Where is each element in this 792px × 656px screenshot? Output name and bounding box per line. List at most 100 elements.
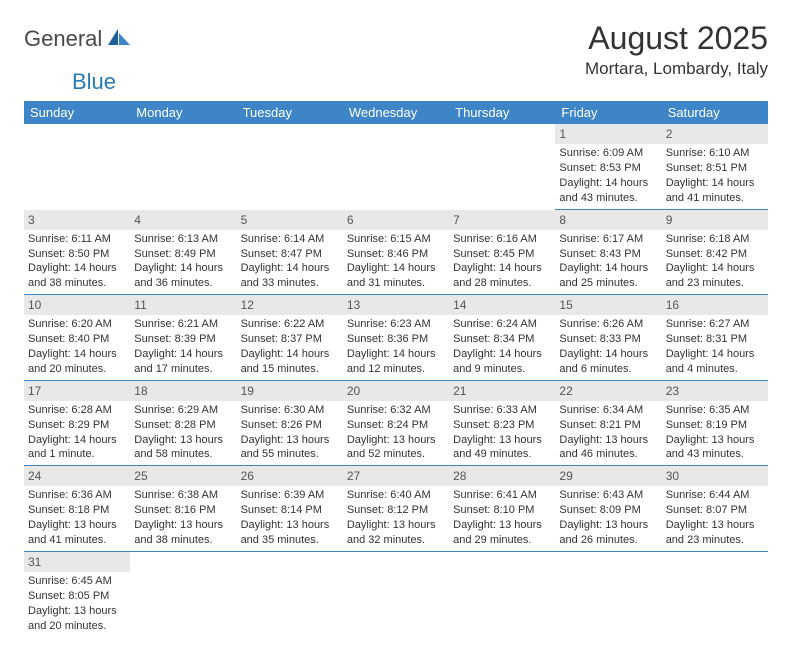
location: Mortara, Lombardy, Italy: [585, 59, 768, 79]
calendar-cell: 25Sunrise: 6:38 AMSunset: 8:16 PMDayligh…: [130, 466, 236, 552]
daylight-text: Daylight: 14 hours and 1 minute.: [28, 433, 126, 463]
weekday-header-row: Sunday Monday Tuesday Wednesday Thursday…: [24, 101, 768, 124]
day-number: 11: [130, 295, 236, 315]
calendar-cell: [449, 552, 555, 637]
daylight-text: Daylight: 13 hours and 49 minutes.: [453, 433, 551, 463]
daylight-text: Daylight: 14 hours and 38 minutes.: [28, 261, 126, 291]
sunrise-text: Sunrise: 6:26 AM: [559, 317, 657, 332]
daylight-text: Daylight: 14 hours and 28 minutes.: [453, 261, 551, 291]
day-number: 18: [130, 381, 236, 401]
sunset-text: Sunset: 8:46 PM: [347, 247, 445, 262]
sunrise-text: Sunrise: 6:33 AM: [453, 403, 551, 418]
sunrise-text: Sunrise: 6:09 AM: [559, 146, 657, 161]
daylight-text: Daylight: 14 hours and 31 minutes.: [347, 261, 445, 291]
day-number: 20: [343, 381, 449, 401]
day-number: 30: [662, 466, 768, 486]
day-number: 19: [237, 381, 343, 401]
sunrise-text: Sunrise: 6:35 AM: [666, 403, 764, 418]
calendar-cell: [130, 124, 236, 210]
day-number: 12: [237, 295, 343, 315]
sunset-text: Sunset: 8:24 PM: [347, 418, 445, 433]
sunset-text: Sunset: 8:36 PM: [347, 332, 445, 347]
day-details: Sunrise: 6:40 AMSunset: 8:12 PMDaylight:…: [343, 486, 449, 551]
sunset-text: Sunset: 8:21 PM: [559, 418, 657, 433]
daylight-text: Daylight: 13 hours and 46 minutes.: [559, 433, 657, 463]
sunset-text: Sunset: 8:19 PM: [666, 418, 764, 433]
sunset-text: Sunset: 8:26 PM: [241, 418, 339, 433]
daylight-text: Daylight: 14 hours and 20 minutes.: [28, 347, 126, 377]
weekday-header: Wednesday: [343, 101, 449, 124]
logo-sail-icon: [106, 27, 132, 52]
daylight-text: Daylight: 13 hours and 35 minutes.: [241, 518, 339, 548]
daylight-text: Daylight: 13 hours and 29 minutes.: [453, 518, 551, 548]
day-details: Sunrise: 6:32 AMSunset: 8:24 PMDaylight:…: [343, 401, 449, 466]
day-number: 7: [449, 210, 555, 230]
daylight-text: Daylight: 14 hours and 15 minutes.: [241, 347, 339, 377]
empty-cell: [555, 552, 661, 624]
day-number: 6: [343, 210, 449, 230]
day-number: 13: [343, 295, 449, 315]
daylight-text: Daylight: 13 hours and 55 minutes.: [241, 433, 339, 463]
day-number: 15: [555, 295, 661, 315]
empty-cell: [449, 552, 555, 624]
sunrise-text: Sunrise: 6:44 AM: [666, 488, 764, 503]
calendar-cell: 20Sunrise: 6:32 AMSunset: 8:24 PMDayligh…: [343, 381, 449, 467]
sunrise-text: Sunrise: 6:23 AM: [347, 317, 445, 332]
sunrise-text: Sunrise: 6:14 AM: [241, 232, 339, 247]
calendar-cell: 21Sunrise: 6:33 AMSunset: 8:23 PMDayligh…: [449, 381, 555, 467]
sunrise-text: Sunrise: 6:17 AM: [559, 232, 657, 247]
calendar-cell: 22Sunrise: 6:34 AMSunset: 8:21 PMDayligh…: [555, 381, 661, 467]
sunset-text: Sunset: 8:10 PM: [453, 503, 551, 518]
calendar-cell: [449, 124, 555, 210]
calendar-cell: [237, 552, 343, 637]
calendar-cell: 19Sunrise: 6:30 AMSunset: 8:26 PMDayligh…: [237, 381, 343, 467]
calendar-row: 3Sunrise: 6:11 AMSunset: 8:50 PMDaylight…: [24, 210, 768, 296]
day-details: Sunrise: 6:41 AMSunset: 8:10 PMDaylight:…: [449, 486, 555, 551]
sunset-text: Sunset: 8:40 PM: [28, 332, 126, 347]
sunrise-text: Sunrise: 6:34 AM: [559, 403, 657, 418]
day-number: 4: [130, 210, 236, 230]
sunrise-text: Sunrise: 6:27 AM: [666, 317, 764, 332]
calendar-cell: 11Sunrise: 6:21 AMSunset: 8:39 PMDayligh…: [130, 295, 236, 381]
calendar-table: Sunday Monday Tuesday Wednesday Thursday…: [24, 101, 768, 636]
sunset-text: Sunset: 8:51 PM: [666, 161, 764, 176]
day-number: 23: [662, 381, 768, 401]
logo-text-blue: Blue: [72, 69, 116, 94]
sunrise-text: Sunrise: 6:32 AM: [347, 403, 445, 418]
calendar-cell: 24Sunrise: 6:36 AMSunset: 8:18 PMDayligh…: [24, 466, 130, 552]
calendar-cell: 28Sunrise: 6:41 AMSunset: 8:10 PMDayligh…: [449, 466, 555, 552]
calendar-cell: 23Sunrise: 6:35 AMSunset: 8:19 PMDayligh…: [662, 381, 768, 467]
calendar-cell: 8Sunrise: 6:17 AMSunset: 8:43 PMDaylight…: [555, 210, 661, 296]
day-details: Sunrise: 6:35 AMSunset: 8:19 PMDaylight:…: [662, 401, 768, 466]
sunset-text: Sunset: 8:42 PM: [666, 247, 764, 262]
calendar-cell: [662, 552, 768, 637]
calendar-cell: 9Sunrise: 6:18 AMSunset: 8:42 PMDaylight…: [662, 210, 768, 296]
sunset-text: Sunset: 8:47 PM: [241, 247, 339, 262]
day-number: 2: [662, 124, 768, 144]
daylight-text: Daylight: 14 hours and 36 minutes.: [134, 261, 232, 291]
calendar-cell: [343, 124, 449, 210]
daylight-text: Daylight: 13 hours and 58 minutes.: [134, 433, 232, 463]
day-number: 10: [24, 295, 130, 315]
sunset-text: Sunset: 8:45 PM: [453, 247, 551, 262]
calendar-cell: [555, 552, 661, 637]
day-number: 3: [24, 210, 130, 230]
day-details: Sunrise: 6:28 AMSunset: 8:29 PMDaylight:…: [24, 401, 130, 466]
day-details: Sunrise: 6:24 AMSunset: 8:34 PMDaylight:…: [449, 315, 555, 380]
day-details: Sunrise: 6:26 AMSunset: 8:33 PMDaylight:…: [555, 315, 661, 380]
sunset-text: Sunset: 8:34 PM: [453, 332, 551, 347]
calendar-cell: 29Sunrise: 6:43 AMSunset: 8:09 PMDayligh…: [555, 466, 661, 552]
daylight-text: Daylight: 14 hours and 25 minutes.: [559, 261, 657, 291]
sunrise-text: Sunrise: 6:28 AM: [28, 403, 126, 418]
sunrise-text: Sunrise: 6:15 AM: [347, 232, 445, 247]
day-number: 27: [343, 466, 449, 486]
day-details: Sunrise: 6:38 AMSunset: 8:16 PMDaylight:…: [130, 486, 236, 551]
calendar-cell: 15Sunrise: 6:26 AMSunset: 8:33 PMDayligh…: [555, 295, 661, 381]
day-details: Sunrise: 6:20 AMSunset: 8:40 PMDaylight:…: [24, 315, 130, 380]
daylight-text: Daylight: 13 hours and 38 minutes.: [134, 518, 232, 548]
sunrise-text: Sunrise: 6:18 AM: [666, 232, 764, 247]
calendar-cell: 17Sunrise: 6:28 AMSunset: 8:29 PMDayligh…: [24, 381, 130, 467]
sunrise-text: Sunrise: 6:22 AM: [241, 317, 339, 332]
logo: General: [24, 26, 134, 52]
day-details: Sunrise: 6:10 AMSunset: 8:51 PMDaylight:…: [662, 144, 768, 209]
